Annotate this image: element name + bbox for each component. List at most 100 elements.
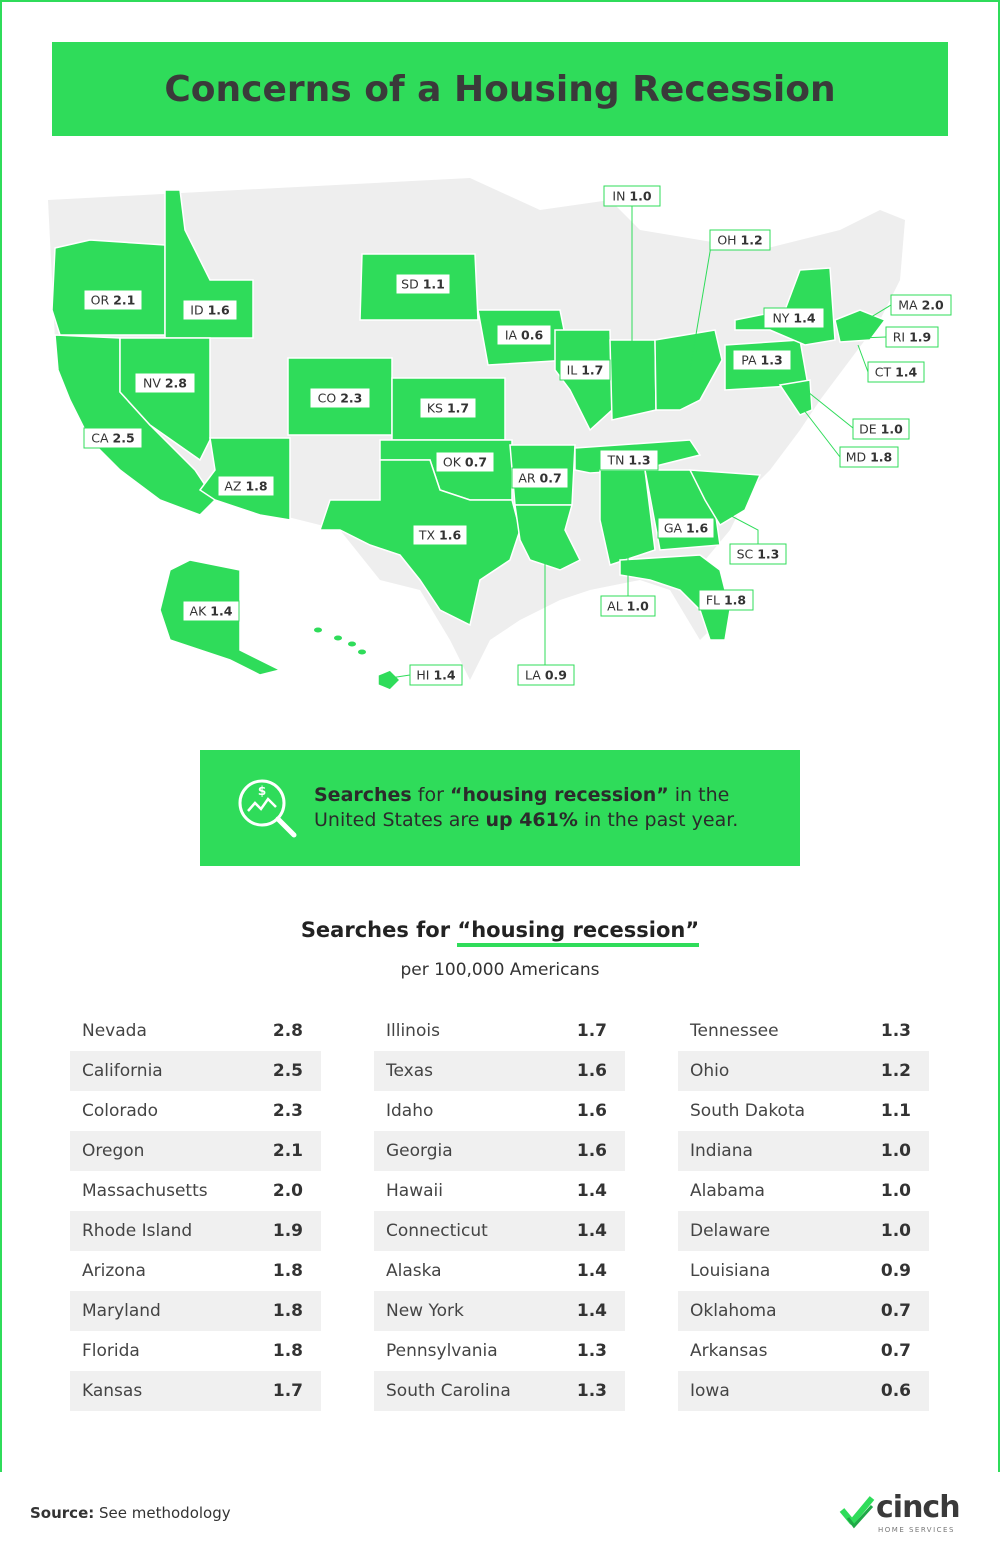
map-label-text: AK 1.4 xyxy=(190,604,233,619)
map-label-ar: AR 0.7 xyxy=(511,467,569,489)
map-label-value: 2.5 xyxy=(113,431,135,446)
map-label-abbr: MD xyxy=(846,450,870,465)
map-label-box xyxy=(435,451,495,473)
state-value: 2.8 xyxy=(272,1021,303,1041)
state-shape-in xyxy=(609,339,657,421)
map-label-box xyxy=(600,595,656,617)
map-label-co: CO 2.3 xyxy=(309,387,371,409)
map-label-box xyxy=(309,387,371,409)
map-label-box xyxy=(134,372,196,394)
map-label-box xyxy=(657,517,715,539)
map-label-value: 1.4 xyxy=(433,668,455,683)
state-name: Massachusetts xyxy=(82,1181,208,1201)
map-label-fl: FL 1.8 xyxy=(698,589,754,611)
map-label-box xyxy=(511,467,569,489)
callout-bold-searches: Searches xyxy=(314,784,412,806)
state-value: 1.3 xyxy=(880,1021,911,1041)
map-label-text: IA 0.6 xyxy=(505,328,544,343)
map-label-abbr: CA xyxy=(91,431,112,446)
state-name: Iowa xyxy=(690,1381,730,1401)
table-row: Pennsylvania 1.3 xyxy=(374,1331,625,1371)
map-label-abbr: SD xyxy=(401,277,423,292)
table-title-prefix: Searches for xyxy=(300,918,458,942)
map-label-la: LA 0.9 xyxy=(517,664,575,686)
callout-text-4: in the past year. xyxy=(577,809,739,831)
map-label-abbr: KS xyxy=(427,401,447,416)
callout-text: Searches for “housing recession” in the … xyxy=(314,783,738,833)
map-label-value: 1.1 xyxy=(423,277,445,292)
map-label-value: 1.6 xyxy=(208,303,230,318)
map-land xyxy=(48,178,905,691)
map-label-box xyxy=(395,273,451,295)
map-label-abbr: HI xyxy=(416,668,433,683)
map-label-box xyxy=(217,475,275,497)
map-label-box xyxy=(182,600,240,622)
table-row: South Carolina 1.3 xyxy=(374,1371,625,1411)
map-label-box xyxy=(182,299,238,321)
hawaii-island-3 xyxy=(358,649,366,655)
title-banner: Concerns of a Housing Recession xyxy=(52,42,948,136)
map-label-box xyxy=(763,307,825,329)
map-label-ct: CT 1.4 xyxy=(867,361,925,383)
table-row: Alaska 1.4 xyxy=(374,1251,625,1291)
map-label-value: 0.7 xyxy=(465,455,487,470)
table-row: Hawaii 1.4 xyxy=(374,1171,625,1211)
map-label-az: AZ 1.8 xyxy=(217,475,275,497)
state-value: 1.0 xyxy=(880,1141,911,1161)
state-name: Delaware xyxy=(690,1221,771,1241)
us-map: IN 1.0 OH 1.2 SD 1.1 OR 2.1 ID 1.6 IA 0.6 NY 1… xyxy=(0,170,1000,710)
state-value: 0.6 xyxy=(880,1381,911,1401)
map-label-box xyxy=(890,294,952,316)
map-label-box xyxy=(603,185,661,207)
map-label-abbr: CT xyxy=(875,365,895,380)
table-row: Ohio 1.2 xyxy=(678,1051,929,1091)
map-label-value: 2.8 xyxy=(165,376,187,391)
map-label-abbr: OH xyxy=(717,233,740,248)
table-row: Tennessee 1.3 xyxy=(678,1011,929,1051)
map-label-abbr: OR xyxy=(91,293,114,308)
state-name: Oklahoma xyxy=(690,1301,777,1321)
map-label-abbr: NY xyxy=(772,311,793,326)
map-label-value: 2.1 xyxy=(113,293,135,308)
map-label-text: OR 2.1 xyxy=(91,293,136,308)
map-label-value: 1.0 xyxy=(881,422,903,437)
state-shape-nv xyxy=(119,337,211,462)
map-label-value: 1.0 xyxy=(629,189,651,204)
map-label-text: OH 1.2 xyxy=(717,233,762,248)
map-label-text: MA 2.0 xyxy=(898,298,944,313)
state-value: 1.8 xyxy=(272,1341,303,1361)
map-label-abbr: LA xyxy=(525,668,545,683)
map-label-box xyxy=(885,326,939,348)
map-label-abbr: OK xyxy=(443,455,465,470)
state-value: 1.1 xyxy=(880,1101,911,1121)
state-name: Colorado xyxy=(82,1101,158,1121)
check-logo-icon xyxy=(839,1496,875,1529)
state-shape-la xyxy=(514,504,582,571)
table-row: California 2.5 xyxy=(70,1051,321,1091)
map-label-value: 1.3 xyxy=(757,547,779,562)
callout-text-1: for xyxy=(411,784,450,806)
map-label-text: MD 1.8 xyxy=(846,450,893,465)
map-label-tx: TX 1.6 xyxy=(412,524,468,546)
table-row: Idaho 1.6 xyxy=(374,1091,625,1131)
state-value: 0.7 xyxy=(880,1341,911,1361)
map-label-ok: OK 0.7 xyxy=(435,451,495,473)
table-row: South Dakota 1.1 xyxy=(678,1091,929,1131)
logo-word: cinch xyxy=(876,1490,961,1525)
map-label-value: 1.4 xyxy=(793,311,815,326)
logo-subtitle: HOME SERVICES xyxy=(878,1526,955,1534)
map-label-abbr: AR xyxy=(518,471,539,486)
table-row: Indiana 1.0 xyxy=(678,1131,929,1171)
table-row: Texas 1.6 xyxy=(374,1051,625,1091)
state-name: Kansas xyxy=(82,1381,143,1401)
hawaii-island-0 xyxy=(314,627,322,633)
callout-bold-percent: up 461% xyxy=(485,809,578,831)
leader-line-oh xyxy=(689,239,713,371)
table-column-3: Tennessee 1.3 Ohio 1.2 South Dakota 1.1 Indian… xyxy=(678,1011,929,1411)
state-name: Texas xyxy=(386,1061,433,1081)
state-name: Idaho xyxy=(386,1101,434,1121)
map-label-value: 1.3 xyxy=(628,453,650,468)
map-label-abbr: CO xyxy=(318,391,341,406)
map-label-value: 2.3 xyxy=(340,391,362,406)
map-label-de: DE 1.0 xyxy=(852,418,910,440)
